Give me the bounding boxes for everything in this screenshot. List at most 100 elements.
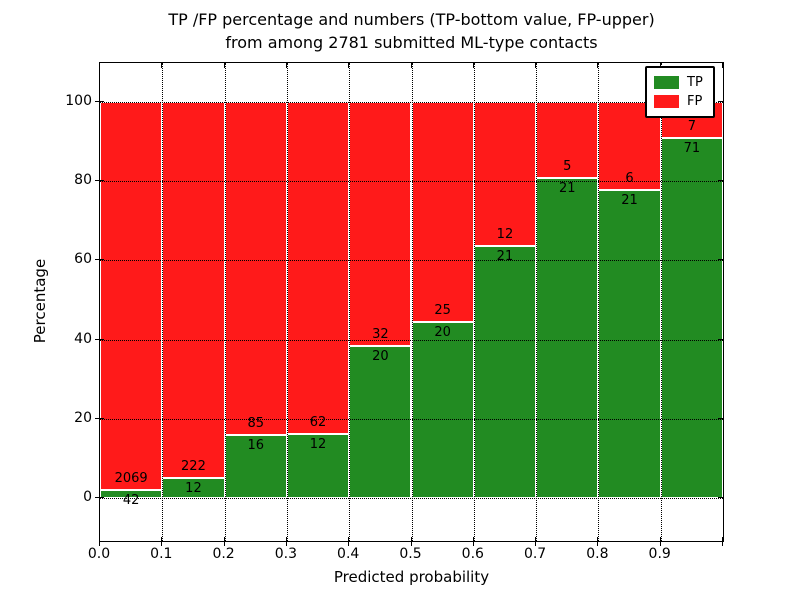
y-tick-mark-right bbox=[718, 417, 723, 419]
chart-title-line2: from among 2781 submitted ML-type contac… bbox=[225, 33, 598, 52]
chart-title: TP /FP percentage and numbers (TP-bottom… bbox=[99, 8, 724, 54]
y-tick-mark bbox=[95, 338, 104, 340]
chart-title-line1: TP /FP percentage and numbers (TP-bottom… bbox=[168, 10, 655, 29]
bar-segment-fp bbox=[286, 102, 350, 434]
x-tick-mark bbox=[722, 537, 723, 546]
bar-segment-tp bbox=[224, 435, 287, 498]
bar-label-tp: 12 bbox=[185, 480, 202, 496]
bar-segment-fp bbox=[349, 102, 412, 346]
bar-label-fp: 32 bbox=[372, 326, 389, 342]
x-tick-label: 0.7 bbox=[523, 546, 547, 562]
x-tick-label: 0.1 bbox=[150, 546, 173, 562]
bar-label-fp: 7 bbox=[687, 118, 696, 134]
bar-label-fp: 5 bbox=[563, 159, 572, 175]
y-axis-label: Percentage bbox=[31, 258, 49, 344]
plot-area: TP FP 2069 42 222 12 85 16 62 12 32 20 25 20 12 21 5 21… bbox=[99, 62, 724, 542]
bar-label-fp: 85 bbox=[247, 416, 265, 432]
bar-label-tp: 21 bbox=[496, 249, 514, 264]
x-tick-label: 0.6 bbox=[461, 546, 484, 562]
y-tick-mark bbox=[95, 101, 104, 102]
bar-segment-fp bbox=[411, 102, 474, 322]
gridline-v bbox=[598, 63, 600, 541]
bar-label-tp: 21 bbox=[621, 193, 638, 208]
bar-segment-fp bbox=[162, 102, 225, 478]
bar-segment-tp bbox=[286, 433, 350, 498]
x-tick-label: 0.3 bbox=[274, 546, 298, 562]
x-tick-mark-top bbox=[99, 63, 100, 68]
bar-segment-tp bbox=[660, 137, 723, 498]
y-tick-label: 0 bbox=[83, 489, 92, 505]
bar-label-tp: 42 bbox=[122, 493, 140, 509]
gridline-v bbox=[411, 63, 413, 541]
bar-label-tp: 20 bbox=[372, 348, 389, 364]
bar-segment-fp bbox=[100, 102, 163, 491]
x-tick-label: 0.4 bbox=[337, 546, 360, 562]
x-axis-label: Predicted probability bbox=[333, 568, 490, 586]
legend-label-tp: TP bbox=[687, 75, 703, 90]
bar-label-tp: 21 bbox=[558, 181, 576, 197]
y-tick-mark-right bbox=[718, 259, 723, 261]
gridline-v bbox=[536, 63, 538, 541]
x-tick-mark bbox=[223, 537, 225, 546]
bar-segment-fp bbox=[473, 102, 537, 246]
y-tick-mark-right bbox=[718, 180, 723, 182]
bar-label-fp: 222 bbox=[181, 458, 206, 474]
x-tick-mark bbox=[535, 537, 537, 546]
bar-label-tp: 20 bbox=[434, 325, 451, 340]
bar-label-fp: 6 bbox=[625, 171, 634, 186]
y-tick-mark-right bbox=[718, 101, 723, 102]
y-tick-label: 80 bbox=[74, 172, 92, 189]
gridline-v bbox=[224, 63, 226, 541]
gridline-v bbox=[162, 63, 164, 541]
x-tick-mark bbox=[348, 537, 350, 546]
x-tick-mark-top bbox=[348, 63, 350, 68]
y-tick-label: 60 bbox=[74, 251, 92, 268]
y-tick-label: 20 bbox=[74, 409, 92, 426]
legend-swatch-tp-icon bbox=[654, 76, 679, 89]
x-tick-mark bbox=[410, 537, 412, 546]
y-tick-mark bbox=[95, 180, 104, 182]
gridline-v bbox=[286, 63, 288, 541]
x-tick-mark-top bbox=[535, 63, 537, 68]
gridline-v bbox=[473, 63, 475, 541]
x-tick-label: 0.8 bbox=[586, 546, 609, 562]
bar-label-fp: 12 bbox=[496, 227, 514, 242]
x-tick-mark-top bbox=[659, 63, 661, 68]
y-tick-mark bbox=[95, 497, 104, 498]
legend-item-fp: FP bbox=[654, 92, 703, 111]
legend-swatch-fp-icon bbox=[654, 95, 679, 108]
x-tick-mark-top bbox=[161, 63, 163, 68]
x-tick-mark bbox=[285, 537, 287, 546]
gridline-v bbox=[660, 63, 662, 541]
bar-segment-fp bbox=[224, 102, 287, 436]
bar-segment-tp bbox=[536, 178, 599, 498]
bar-label-fp: 25 bbox=[434, 303, 451, 318]
bar-label-tp: 12 bbox=[309, 436, 327, 452]
x-tick-mark bbox=[659, 537, 661, 546]
x-tick-mark-top bbox=[410, 63, 412, 68]
legend-item-tp: TP bbox=[654, 73, 703, 92]
bar-label-fp: 2069 bbox=[114, 471, 148, 487]
bar-segment-tp bbox=[473, 246, 537, 498]
x-tick-label: 0.5 bbox=[399, 546, 422, 562]
x-tick-mark bbox=[161, 537, 163, 546]
y-tick-mark-right bbox=[718, 497, 723, 498]
bar-segment-tp bbox=[598, 190, 661, 498]
y-tick-label: 40 bbox=[74, 330, 92, 347]
x-tick-mark bbox=[472, 537, 474, 546]
legend-label-fp: FP bbox=[687, 94, 703, 109]
bar-segment-tp bbox=[349, 345, 412, 498]
y-tick-mark-right bbox=[718, 338, 723, 340]
bar-segment-tp bbox=[100, 490, 163, 498]
bar-label-fp: 62 bbox=[309, 414, 327, 430]
x-tick-mark-top bbox=[285, 63, 287, 68]
x-tick-mark bbox=[99, 537, 100, 546]
bar-segment-tp bbox=[411, 322, 474, 498]
legend: TP FP bbox=[645, 66, 715, 118]
x-tick-mark bbox=[597, 537, 599, 546]
x-tick-mark-top bbox=[472, 63, 474, 68]
x-tick-label: 0.2 bbox=[212, 546, 235, 562]
x-tick-mark-top bbox=[597, 63, 599, 68]
y-tick-mark bbox=[95, 259, 104, 261]
